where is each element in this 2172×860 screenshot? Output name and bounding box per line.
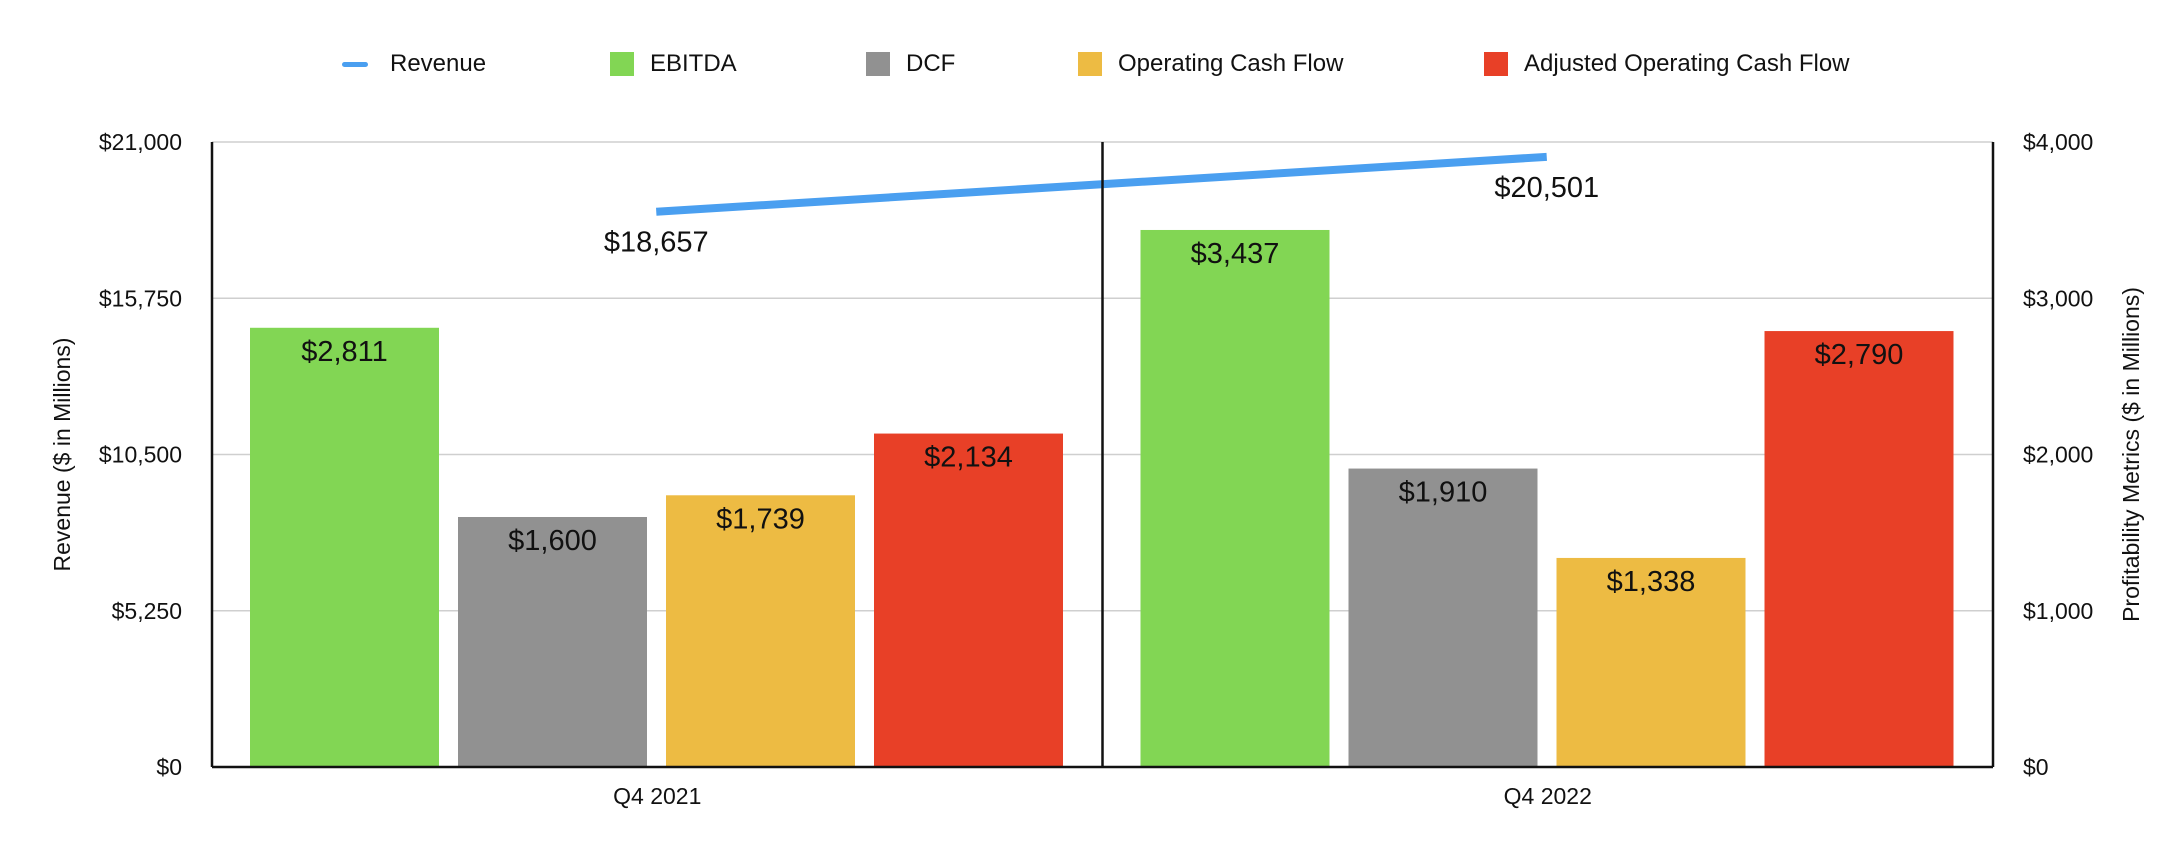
y-left-tick-label: $5,250 (112, 598, 182, 624)
bar-data-label: $2,811 (301, 336, 388, 368)
legend-item: EBITDA (610, 44, 737, 84)
x-tick-label: Q4 2022 (1504, 783, 1592, 809)
y-left-axis-title: Revenue ($ in Millions) (49, 338, 75, 572)
bar (666, 495, 855, 767)
y-left-tick-label: $0 (156, 754, 182, 780)
bar-data-label: $2,134 (924, 442, 1013, 474)
bar (1764, 331, 1954, 767)
legend-swatch (1484, 52, 1508, 76)
legend-item: Revenue (342, 44, 486, 84)
bar (1140, 229, 1330, 767)
legend-label: Operating Cash Flow (1118, 50, 1344, 77)
legend-swatch (1078, 52, 1102, 76)
line-data-label: $18,657 (604, 227, 709, 259)
x-tick-label: Q4 2021 (613, 783, 701, 809)
y-left-tick-label: $15,750 (99, 285, 182, 311)
bar (874, 433, 1063, 767)
bar-data-label: $1,739 (716, 503, 805, 535)
bar-data-label: $1,910 (1399, 477, 1488, 509)
y-right-tick-label: $4,000 (2023, 129, 2093, 155)
legend-label: EBITDA (650, 50, 737, 77)
legend-label: DCF (906, 50, 956, 77)
legend-swatch (342, 61, 368, 67)
bar-data-label: $2,790 (1815, 339, 1904, 371)
y-right-axis-title: Profitability Metrics ($ in Millions) (2118, 287, 2144, 622)
bar (458, 517, 647, 767)
y-right-tick-label: $0 (2023, 754, 2049, 780)
legend-swatch (610, 52, 634, 76)
line-data-label: $20,501 (1494, 172, 1599, 204)
legend-item: DCF (866, 44, 955, 84)
legend-item: Adjusted Operating Cash Flow (1484, 44, 1850, 84)
bar-data-label: $1,600 (508, 525, 597, 557)
bar-data-label: $1,338 (1607, 566, 1696, 598)
bar (250, 327, 439, 767)
y-right-tick-label: $1,000 (2023, 598, 2093, 624)
legend-label: Adjusted Operating Cash Flow (1524, 50, 1850, 77)
legend-label: Revenue (390, 50, 487, 77)
bar (1348, 468, 1538, 767)
bar (1556, 557, 1746, 767)
y-right-tick-label: $2,000 (2023, 442, 2093, 468)
bar-data-label: $3,437 (1191, 238, 1280, 270)
y-right-tick-label: $3,000 (2023, 285, 2093, 311)
legend-item: Operating Cash Flow (1078, 44, 1343, 84)
chart-legend: Revenue EBITDA DCF Operating Cash Flow Adjus… (0, 44, 2172, 84)
legend-swatch (866, 52, 890, 76)
y-left-tick-label: $21,000 (99, 129, 182, 155)
y-left-tick-label: $10,500 (99, 442, 182, 468)
